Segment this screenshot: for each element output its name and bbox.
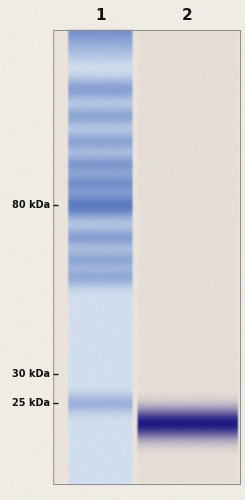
Text: 2: 2 <box>182 8 193 22</box>
Text: 80 kDa: 80 kDa <box>12 200 50 210</box>
Text: 1: 1 <box>95 8 106 22</box>
Text: 25 kDa: 25 kDa <box>12 398 50 408</box>
Text: 30 kDa: 30 kDa <box>12 368 50 378</box>
